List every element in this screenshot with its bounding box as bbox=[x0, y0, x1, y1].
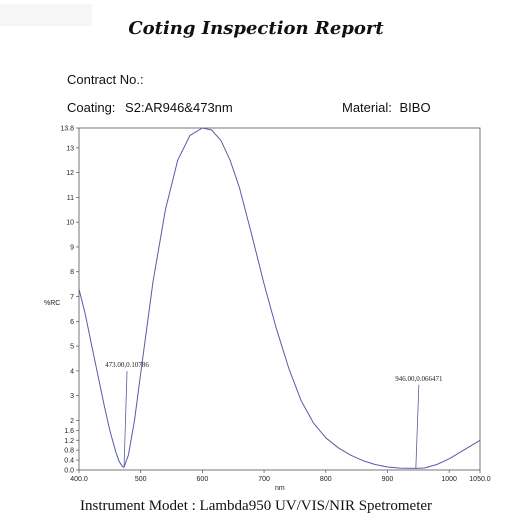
chart-annotations: 473.00,0.10786 946.00,0.066471 bbox=[105, 361, 443, 469]
x-tick-label: 700 bbox=[258, 476, 270, 483]
y-tick-label: 0.4 bbox=[64, 458, 74, 465]
report-title: Coting Inspection Report bbox=[128, 18, 384, 39]
y-tick-label: 8 bbox=[70, 269, 74, 276]
x-tick-label: 500 bbox=[135, 476, 147, 483]
y-tick-label: 0.0 bbox=[64, 468, 74, 475]
annotation-leader bbox=[415, 384, 420, 469]
y-tick-label: 13.8 bbox=[60, 126, 74, 133]
annotation-label: 473.00,0.10786 bbox=[105, 361, 149, 369]
annotation-label: 946.00,0.066471 bbox=[395, 375, 443, 383]
coating-value: S2:AR946&473nm bbox=[125, 100, 233, 115]
x-tick-label: 400.0 bbox=[70, 476, 88, 483]
y-tick-label: 10 bbox=[66, 220, 74, 227]
x-tick-label: 800 bbox=[320, 476, 332, 483]
y-tick-label: 3 bbox=[70, 393, 74, 400]
y-tick-label: 0.8 bbox=[64, 448, 74, 455]
annotation-leader bbox=[123, 371, 128, 468]
y-tick-label: 13 bbox=[66, 145, 74, 152]
x-tick-label: 600 bbox=[197, 476, 209, 483]
y-tick-label: 11 bbox=[67, 195, 74, 202]
y-axis-label: %RC bbox=[44, 300, 60, 307]
material-label: Material: bbox=[342, 100, 392, 115]
coating-label: Coating: bbox=[67, 100, 116, 115]
y-tick-label: 7 bbox=[70, 294, 74, 301]
y-tick-label: 4 bbox=[70, 368, 74, 375]
coating-row: Coating: S2:AR946&473nm bbox=[67, 100, 233, 115]
chart-axes bbox=[78, 127, 481, 471]
x-axis-label: nm bbox=[275, 485, 285, 492]
plot-frame bbox=[78, 127, 481, 471]
y-tick-label: 6 bbox=[70, 319, 74, 326]
reflectance-curve bbox=[78, 127, 481, 469]
x-tick-label: 1000 bbox=[441, 476, 457, 483]
y-tick-label: 1.6 bbox=[64, 428, 74, 435]
y-tick-label: 2 bbox=[70, 418, 74, 425]
y-tick-label: 5 bbox=[70, 344, 74, 351]
x-tick-label: 1050.0 bbox=[469, 476, 491, 483]
material-row: Material: BIBO bbox=[342, 100, 431, 115]
contract-label: Contract No.: bbox=[67, 72, 144, 87]
chart-ticks: 400.0 500 600 700 800 900 1000 1050.0 0.0 0.4 0.8 1… bbox=[60, 126, 490, 484]
material-value: BIBO bbox=[399, 100, 431, 115]
instrument-footer: Instrument Modet : Lambda950 UV/VIS/NIR … bbox=[79, 498, 433, 514]
y-tick-label: 9 bbox=[70, 244, 74, 251]
chart-series bbox=[78, 127, 481, 469]
x-tick-label: 900 bbox=[382, 476, 394, 483]
y-tick-label: 1.2 bbox=[64, 438, 74, 445]
corner-smudge bbox=[0, 4, 92, 26]
y-tick-label: 12 bbox=[66, 170, 74, 177]
